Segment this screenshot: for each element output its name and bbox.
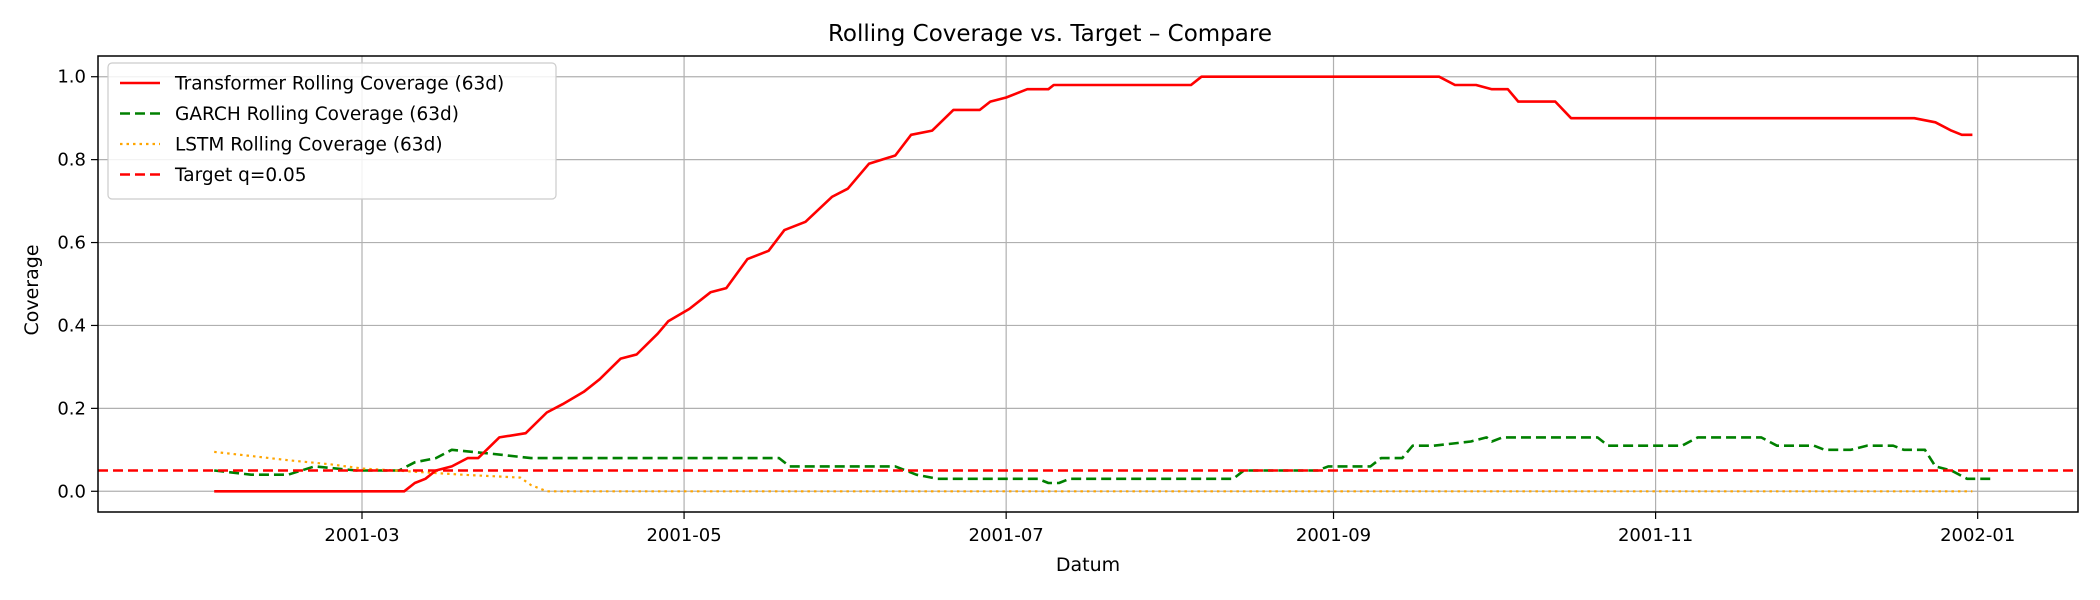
x-tick-label: 2001-11: [1618, 525, 1693, 546]
chart-title: Rolling Coverage vs. Target – Compare: [828, 21, 1272, 47]
plot-frame: [97, 55, 2079, 513]
legend-label: GARCH Rolling Coverage (63d): [175, 104, 459, 125]
x-tick-label: 2002-01: [1940, 525, 2015, 546]
series-layer: [98, 75, 2078, 493]
y-tick-label: 0.4: [57, 315, 86, 336]
y-tick-label: 0.0: [57, 481, 86, 502]
legend-label: LSTM Rolling Coverage (63d): [175, 135, 443, 156]
y-axis: 0.0 0.2 0.4 0.6 0.8 1.0: [57, 67, 98, 502]
x-axis: 2001-03 2001-05 2001-07 2001-09 2001-11 2002-…: [324, 512, 2015, 546]
series-line-1: [214, 436, 1994, 485]
series-line-2: [214, 450, 1973, 493]
series-line-0: [214, 75, 1973, 493]
y-tick-label: 0.6: [57, 233, 86, 254]
x-tick-label: 2001-03: [324, 525, 399, 546]
x-tick-label: 2001-07: [969, 525, 1044, 546]
legend: Transformer Rolling Coverage (63d) GARCH …: [107, 62, 557, 200]
legend-label: Target q=0.05: [174, 165, 307, 186]
x-axis-label: Datum: [1056, 554, 1120, 576]
y-tick-label: 0.8: [57, 150, 86, 171]
y-axis-label: Coverage: [21, 244, 43, 335]
x-tick-label: 2001-05: [646, 525, 721, 546]
y-tick-label: 1.0: [57, 67, 86, 88]
x-tick-label: 2001-09: [1296, 525, 1371, 546]
y-tick-label: 0.2: [57, 398, 86, 419]
legend-box: [107, 62, 557, 200]
legend-label: Transformer Rolling Coverage (63d): [174, 74, 504, 95]
